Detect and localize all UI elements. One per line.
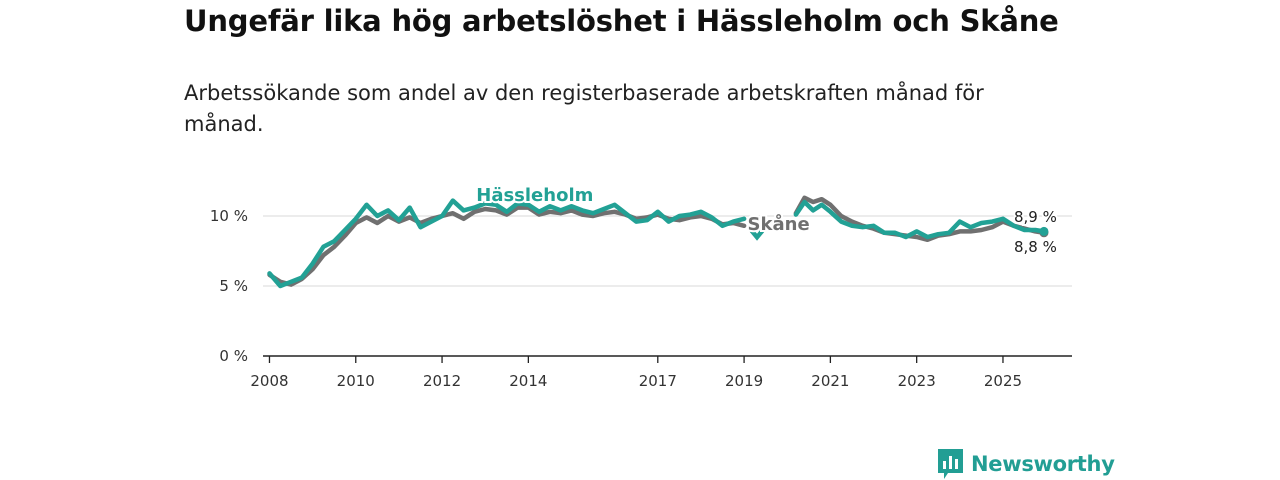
h-ssleholm-series-fragment bbox=[749, 228, 765, 241]
hassleholm-end-value-label: 8,9 % bbox=[1014, 208, 1057, 226]
newsworthy-chart-bubble-icon bbox=[938, 449, 963, 479]
x-tick-label: 2019 bbox=[725, 372, 763, 390]
skane-end-value-label: 8,8 % bbox=[1014, 238, 1057, 256]
x-tick-label: 2012 bbox=[423, 372, 461, 390]
y-tick-label: 0 % bbox=[219, 347, 248, 365]
chart-title: Ungefär lika hög arbetslöshet i Hässleho… bbox=[184, 4, 1059, 38]
brand-name: Newsworthy bbox=[971, 452, 1115, 476]
brand-logo: Newsworthy bbox=[938, 449, 1115, 479]
sk-ne-series-label: Skåne bbox=[748, 213, 810, 235]
x-tick-label: 2023 bbox=[898, 372, 936, 390]
chart-subtitle: Arbetssökande som andel av den registerb… bbox=[184, 81, 984, 136]
h-ssleholm-series-line bbox=[793, 199, 1047, 240]
y-tick-label: 10 % bbox=[210, 207, 248, 225]
x-tick-label: 2010 bbox=[337, 372, 375, 390]
sk-ne-series-line bbox=[793, 195, 1047, 243]
y-tick-label: 5 % bbox=[219, 277, 248, 295]
series-layer bbox=[267, 195, 1049, 289]
line-chart: 0 % 5 % 10 % 2008 2010 2012 2014 2017 2019 2021 20… bbox=[210, 183, 1072, 390]
x-tick-label: 2021 bbox=[811, 372, 849, 390]
x-tick-label: 2008 bbox=[250, 372, 288, 390]
h-ssleholm-end-point bbox=[1039, 226, 1049, 236]
x-tick-label: 2014 bbox=[509, 372, 547, 390]
x-tick-label: 2017 bbox=[639, 372, 677, 390]
h-ssleholm-series-line bbox=[267, 198, 747, 289]
x-tick-label: 2025 bbox=[984, 372, 1022, 390]
label-layer: Hässleholm Skåne 8,9 % 8,8 % bbox=[474, 183, 1059, 258]
axis-layer: 0 % 5 % 10 % 2008 2010 2012 2014 2017 2019 2021 20… bbox=[210, 207, 1072, 390]
grid-layer bbox=[263, 215, 1072, 287]
h-ssleholm-series-label: Hässleholm bbox=[476, 185, 593, 206]
